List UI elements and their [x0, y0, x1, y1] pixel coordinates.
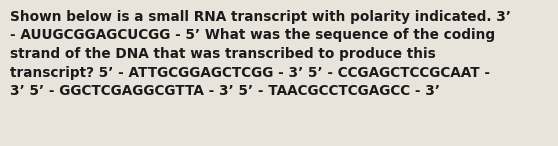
Text: transcript? 5’ - ATTGCGGAGCTCGG - 3’ 5’ - CCGAGCTCCGCAAT -: transcript? 5’ - ATTGCGGAGCTCGG - 3’ 5’ …: [10, 66, 490, 80]
Text: 3’ 5’ - GGCTCGAGGCGTTA - 3’ 5’ - TAACGCCTCGAGCC - 3’: 3’ 5’ - GGCTCGAGGCGTTA - 3’ 5’ - TAACGCC…: [10, 84, 440, 98]
Text: Shown below is a small RNA transcript with polarity indicated. 3’: Shown below is a small RNA transcript wi…: [10, 10, 511, 24]
Text: strand of the DNA that was transcribed to produce this: strand of the DNA that was transcribed t…: [10, 47, 436, 61]
Text: - AUUGCGGAGCUCGG - 5’ What was the sequence of the coding: - AUUGCGGAGCUCGG - 5’ What was the seque…: [10, 28, 495, 42]
